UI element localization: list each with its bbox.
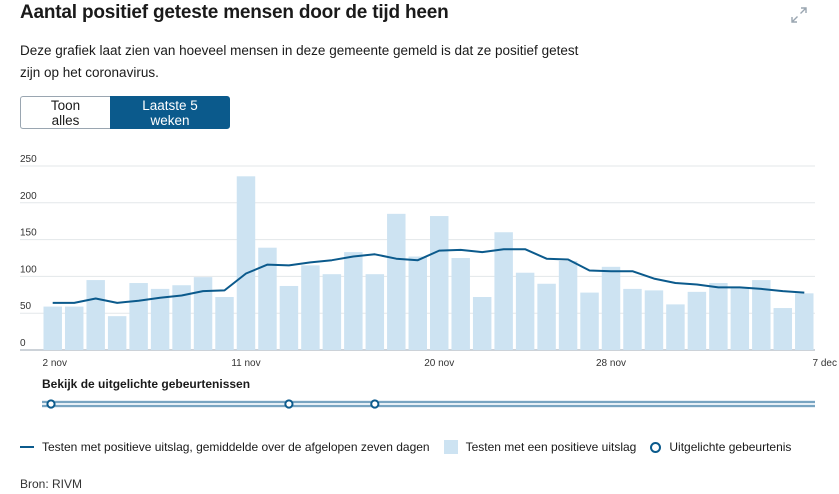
- bar: [322, 274, 342, 350]
- bar: [301, 265, 320, 350]
- bar: [580, 292, 599, 350]
- bar: [687, 291, 707, 350]
- event-marker[interactable]: [46, 399, 56, 409]
- source-note: Bron: RIVM: [20, 477, 83, 491]
- bar: [43, 306, 62, 350]
- legend-bar-swatch: [443, 440, 458, 454]
- show-all-button[interactable]: Toon alles: [20, 96, 110, 129]
- bar: [623, 288, 642, 350]
- legend-average-label: Testen met positieve uitslag, gemiddelde…: [42, 440, 430, 454]
- y-tick-label: 200: [20, 191, 37, 202]
- legend-item-events: Uitgelichte gebeurtenis: [650, 440, 791, 454]
- bar: [472, 297, 492, 350]
- legend-line-swatch: [20, 446, 34, 448]
- chart-title: Aantal positief geteste mensen door de t…: [20, 2, 449, 23]
- bar: [129, 283, 148, 350]
- bar: [795, 293, 814, 350]
- bar: [279, 285, 299, 350]
- bar: [236, 176, 256, 350]
- legend-item-bars: Testen met een positieve uitslag: [443, 440, 637, 454]
- bar: [451, 258, 470, 350]
- x-tick-label: 2 nov: [43, 358, 67, 369]
- timeline-track: [42, 400, 815, 408]
- bar: [408, 256, 427, 350]
- bar: [107, 316, 127, 350]
- positive-tests-chart: 0 50 100 150 200 250 2 nov 11 nov 20 nov 28 nov 7 …: [20, 154, 837, 369]
- bar: [773, 308, 793, 350]
- bar: [64, 306, 84, 350]
- bar: [537, 283, 556, 350]
- bar: [365, 274, 385, 350]
- event-marker[interactable]: [370, 399, 380, 409]
- bar: [494, 232, 513, 350]
- legend-event-label: Uitgelichte gebeurtenis: [669, 440, 792, 454]
- y-tick-label: 100: [20, 264, 37, 275]
- y-tick-label: 0: [20, 338, 26, 349]
- x-tick-label: 11 nov: [231, 358, 260, 369]
- bar: [644, 290, 664, 350]
- bar: [601, 266, 621, 350]
- bar: [709, 283, 728, 350]
- range-toggle: Toon alles Laatste 5 weken: [20, 96, 230, 129]
- last-5-weeks-button[interactable]: Laatste 5 weken: [110, 96, 230, 129]
- legend-bar-label: Testen met een positieve uitslag: [465, 440, 637, 454]
- bar: [258, 247, 277, 350]
- bar: [558, 260, 578, 350]
- bar: [193, 277, 213, 350]
- x-tick-label: 7 dec: [813, 358, 837, 369]
- y-tick-label: 150: [20, 228, 37, 239]
- x-tick-label: 20 nov: [424, 358, 454, 369]
- bar: [730, 288, 750, 350]
- x-tick-label: 28 nov: [596, 358, 626, 369]
- bar: [172, 285, 191, 350]
- bar: [666, 304, 685, 350]
- bar: [515, 272, 535, 350]
- legend-event-swatch: [650, 441, 662, 453]
- y-tick-label: 250: [20, 154, 37, 165]
- average-line: [52, 248, 805, 304]
- bar: [86, 280, 105, 350]
- bar: [344, 252, 363, 350]
- chart-description: Deze grafiek laat zien van hoeveel mense…: [20, 43, 579, 80]
- y-tick-label: 50: [20, 301, 32, 312]
- events-timeline[interactable]: [0, 394, 839, 414]
- bar: [752, 280, 771, 350]
- expand-icon[interactable]: [790, 6, 808, 24]
- events-title: Bekijk de uitgelichte gebeurtenissen: [42, 377, 251, 391]
- legend-item-average: Testen met positieve uitslag, gemiddelde…: [20, 440, 430, 454]
- bar: [215, 297, 234, 350]
- bar: [430, 216, 449, 350]
- bar: [387, 213, 406, 350]
- bar: [150, 288, 170, 350]
- event-marker[interactable]: [284, 399, 294, 409]
- chart-legend: Testen met positieve uitslag, gemiddelde…: [20, 440, 805, 454]
